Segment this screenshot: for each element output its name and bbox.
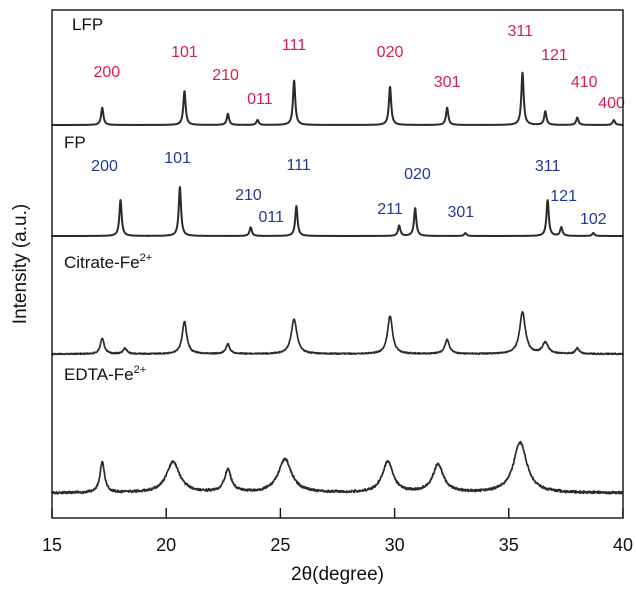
peak-label-fp-020: 020 (404, 166, 431, 183)
peak-label-lfp-301: 301 (434, 74, 461, 91)
peak-label-lfp-121: 121 (541, 47, 568, 64)
peak-label-fp-111: 111 (287, 157, 311, 174)
peak-label-fp-102: 102 (580, 211, 607, 228)
traces-layer (51, 71, 624, 495)
series-label-superscript: 2+ (134, 364, 147, 376)
series-label-citrate-fe2: Citrate-Fe2+ (64, 252, 152, 272)
peak-label-lfp-020: 020 (377, 44, 404, 61)
peak-label-lfp-011: 011 (247, 91, 273, 108)
peak-label-fp-200: 200 (91, 158, 118, 175)
x-axis-label: 2θ(degree) (291, 564, 384, 585)
series-line-lfp (51, 71, 624, 127)
axis-layer: 15 20 25 30 35 40 2θ(degree) Intensity (a.u.) (10, 9, 633, 585)
peak-label-lfp-400: 400 (598, 95, 625, 112)
peak-label-lfp-111: 111 (282, 37, 306, 54)
peak-label-lfp-410: 410 (571, 74, 598, 91)
series-line-fp (51, 186, 624, 238)
series-label-fp: FP (64, 133, 86, 152)
peak-label-fp-011: 011 (259, 209, 285, 226)
peak-label-lfp-311: 311 (507, 23, 533, 40)
series-line-edta-fe2 (51, 440, 624, 495)
x-tick-label-20: 20 (156, 535, 176, 555)
x-tick-label-30: 30 (385, 535, 405, 555)
peak-label-lfp-101: 101 (171, 44, 198, 61)
peak-label-fp-211: 211 (377, 201, 403, 218)
peak-label-fp-101: 101 (164, 150, 191, 167)
series-label-lfp: LFP (72, 15, 103, 34)
y-axis-label: Intensity (a.u.) (10, 204, 31, 324)
x-tick-label-25: 25 (270, 535, 290, 555)
plot-frame (51, 9, 624, 519)
series-label-superscript: 2+ (140, 252, 153, 264)
peak-label-fp-210: 210 (235, 187, 262, 204)
x-tick-label-35: 35 (499, 535, 519, 555)
series-line-citrate-fe2 (51, 310, 624, 356)
peak-label-lfp-210: 210 (212, 67, 239, 84)
peak-label-fp-311: 311 (535, 158, 561, 175)
x-tick-label-40: 40 (613, 535, 633, 555)
series-label-edta-fe2: EDTA-Fe2+ (64, 364, 146, 384)
peak-label-fp-301: 301 (447, 204, 474, 221)
labels-layer: LFP FP Citrate-Fe2+ EDTA-Fe2+ 200 101 210 011 11… (64, 15, 625, 384)
x-tick-label-15: 15 (42, 535, 62, 555)
peak-label-lfp-200: 200 (93, 64, 120, 81)
peak-label-fp-121: 121 (550, 188, 577, 205)
